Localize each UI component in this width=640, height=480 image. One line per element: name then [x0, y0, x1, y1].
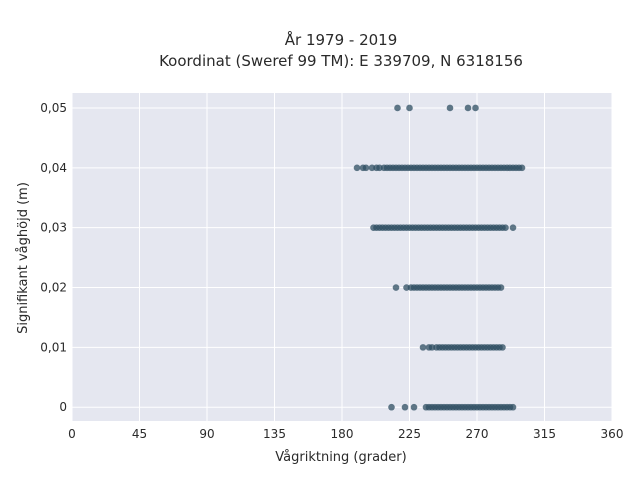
x-axis-label: Vågriktning (grader) [275, 450, 406, 465]
data-point [499, 344, 506, 351]
data-point [502, 224, 509, 231]
x-tick-label: 225 [398, 427, 421, 441]
data-point [497, 284, 505, 291]
x-tick-label: 0 [68, 427, 76, 441]
data-point [388, 403, 395, 411]
chart-title-line2: Koordinat (Sweref 99 TM): E 339709, N 63… [159, 52, 523, 70]
data-point [518, 164, 526, 172]
data-point [446, 104, 454, 112]
data-point [362, 164, 370, 172]
x-tick-label: 90 [199, 427, 214, 441]
data-point [392, 284, 400, 291]
y-tick-label: 0,05 [40, 101, 67, 115]
data-point [401, 403, 409, 411]
data-point [394, 104, 401, 112]
x-tick-label: 315 [533, 427, 556, 441]
x-tick-labels: 0 45 90 135 180 225 270 315 360 [68, 427, 623, 441]
y-tick-label: 0,03 [40, 221, 67, 235]
data-point [509, 224, 517, 231]
data-point [464, 104, 472, 112]
y-axis-label: Signifikant våghöjd (m) [16, 182, 31, 334]
x-tick-label: 135 [263, 427, 286, 441]
grid [71, 93, 613, 421]
x-tick-label: 360 [601, 427, 624, 441]
y-tick-label: 0 [59, 400, 67, 414]
data-point [472, 104, 479, 112]
y-tick-label: 0,04 [40, 161, 67, 175]
y-tick-label: 0,02 [40, 281, 67, 295]
x-tick-label: 45 [132, 427, 147, 441]
data-point [353, 164, 361, 172]
data-points [353, 104, 526, 411]
x-tick-label: 180 [331, 427, 354, 441]
chart-title-line1: År 1979 - 2019 [285, 30, 398, 49]
y-tick-labels: 0 0,01 0,02 0,03 0,04 0,05 [40, 101, 67, 414]
data-point [509, 403, 517, 411]
data-point [419, 344, 427, 351]
x-tick-label: 270 [466, 427, 489, 441]
data-point [406, 104, 413, 112]
data-point [410, 403, 418, 411]
y-tick-label: 0,01 [40, 340, 67, 354]
